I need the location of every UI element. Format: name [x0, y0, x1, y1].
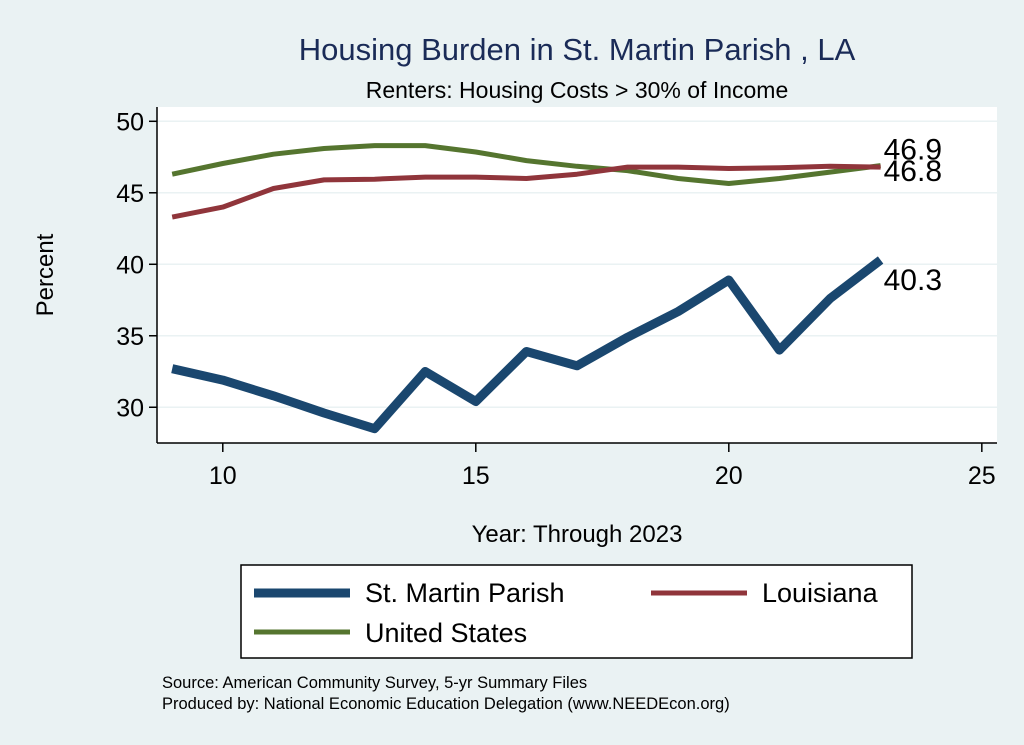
y-tick-label: 35 — [116, 323, 144, 351]
plot-area — [157, 107, 997, 443]
legend — [240, 564, 913, 659]
legend-label-united-states: United States — [365, 618, 527, 648]
x-tick-label: 20 — [715, 462, 743, 490]
series-lines — [171, 143, 884, 434]
end-label-st-martin-parish: 40.3 — [884, 264, 942, 297]
end-label-louisiana: 46.8 — [884, 155, 942, 188]
series-line-united-states — [171, 143, 881, 186]
chart-title: Housing Burden in St. Martin Parish , LA — [299, 32, 856, 67]
legend-item-louisiana: Louisiana — [651, 578, 879, 608]
y-axis: 30 35 40 45 50 — [116, 108, 157, 422]
legend-label-louisiana: Louisiana — [762, 578, 879, 608]
x-tick-label: 10 — [209, 462, 237, 490]
legend-item-st-martin-parish: St. Martin Parish — [254, 578, 565, 608]
y-tick-label: 40 — [116, 251, 144, 279]
end-labels: 40.3 46.846.9 — [884, 134, 942, 297]
x-axis: 10 15 20 25 — [209, 443, 996, 490]
y-axis-title: Percent — [32, 233, 59, 316]
end-label-united-states: 46.9 — [884, 134, 942, 167]
y-tick-label: 30 — [116, 394, 144, 422]
chart-subtitle: Renters: Housing Costs > 30% of Income — [366, 77, 789, 103]
y-tick-label: 45 — [116, 180, 144, 208]
x-axis-title: Year: Through 2023 — [472, 521, 683, 548]
x-tick-label: 15 — [462, 462, 490, 490]
y-tick-label: 50 — [116, 108, 144, 136]
legend-item-united-states: United States — [254, 618, 527, 648]
series-line-louisiana — [171, 163, 881, 220]
series-line-st-martin-parish — [171, 256, 884, 434]
legend-label-st-martin-parish: St. Martin Parish — [365, 578, 565, 608]
source-note: Source: American Community Survey, 5-yr … — [162, 674, 587, 692]
x-tick-label: 25 — [968, 462, 996, 490]
producer-note: Produced by: National Economic Education… — [162, 695, 730, 713]
